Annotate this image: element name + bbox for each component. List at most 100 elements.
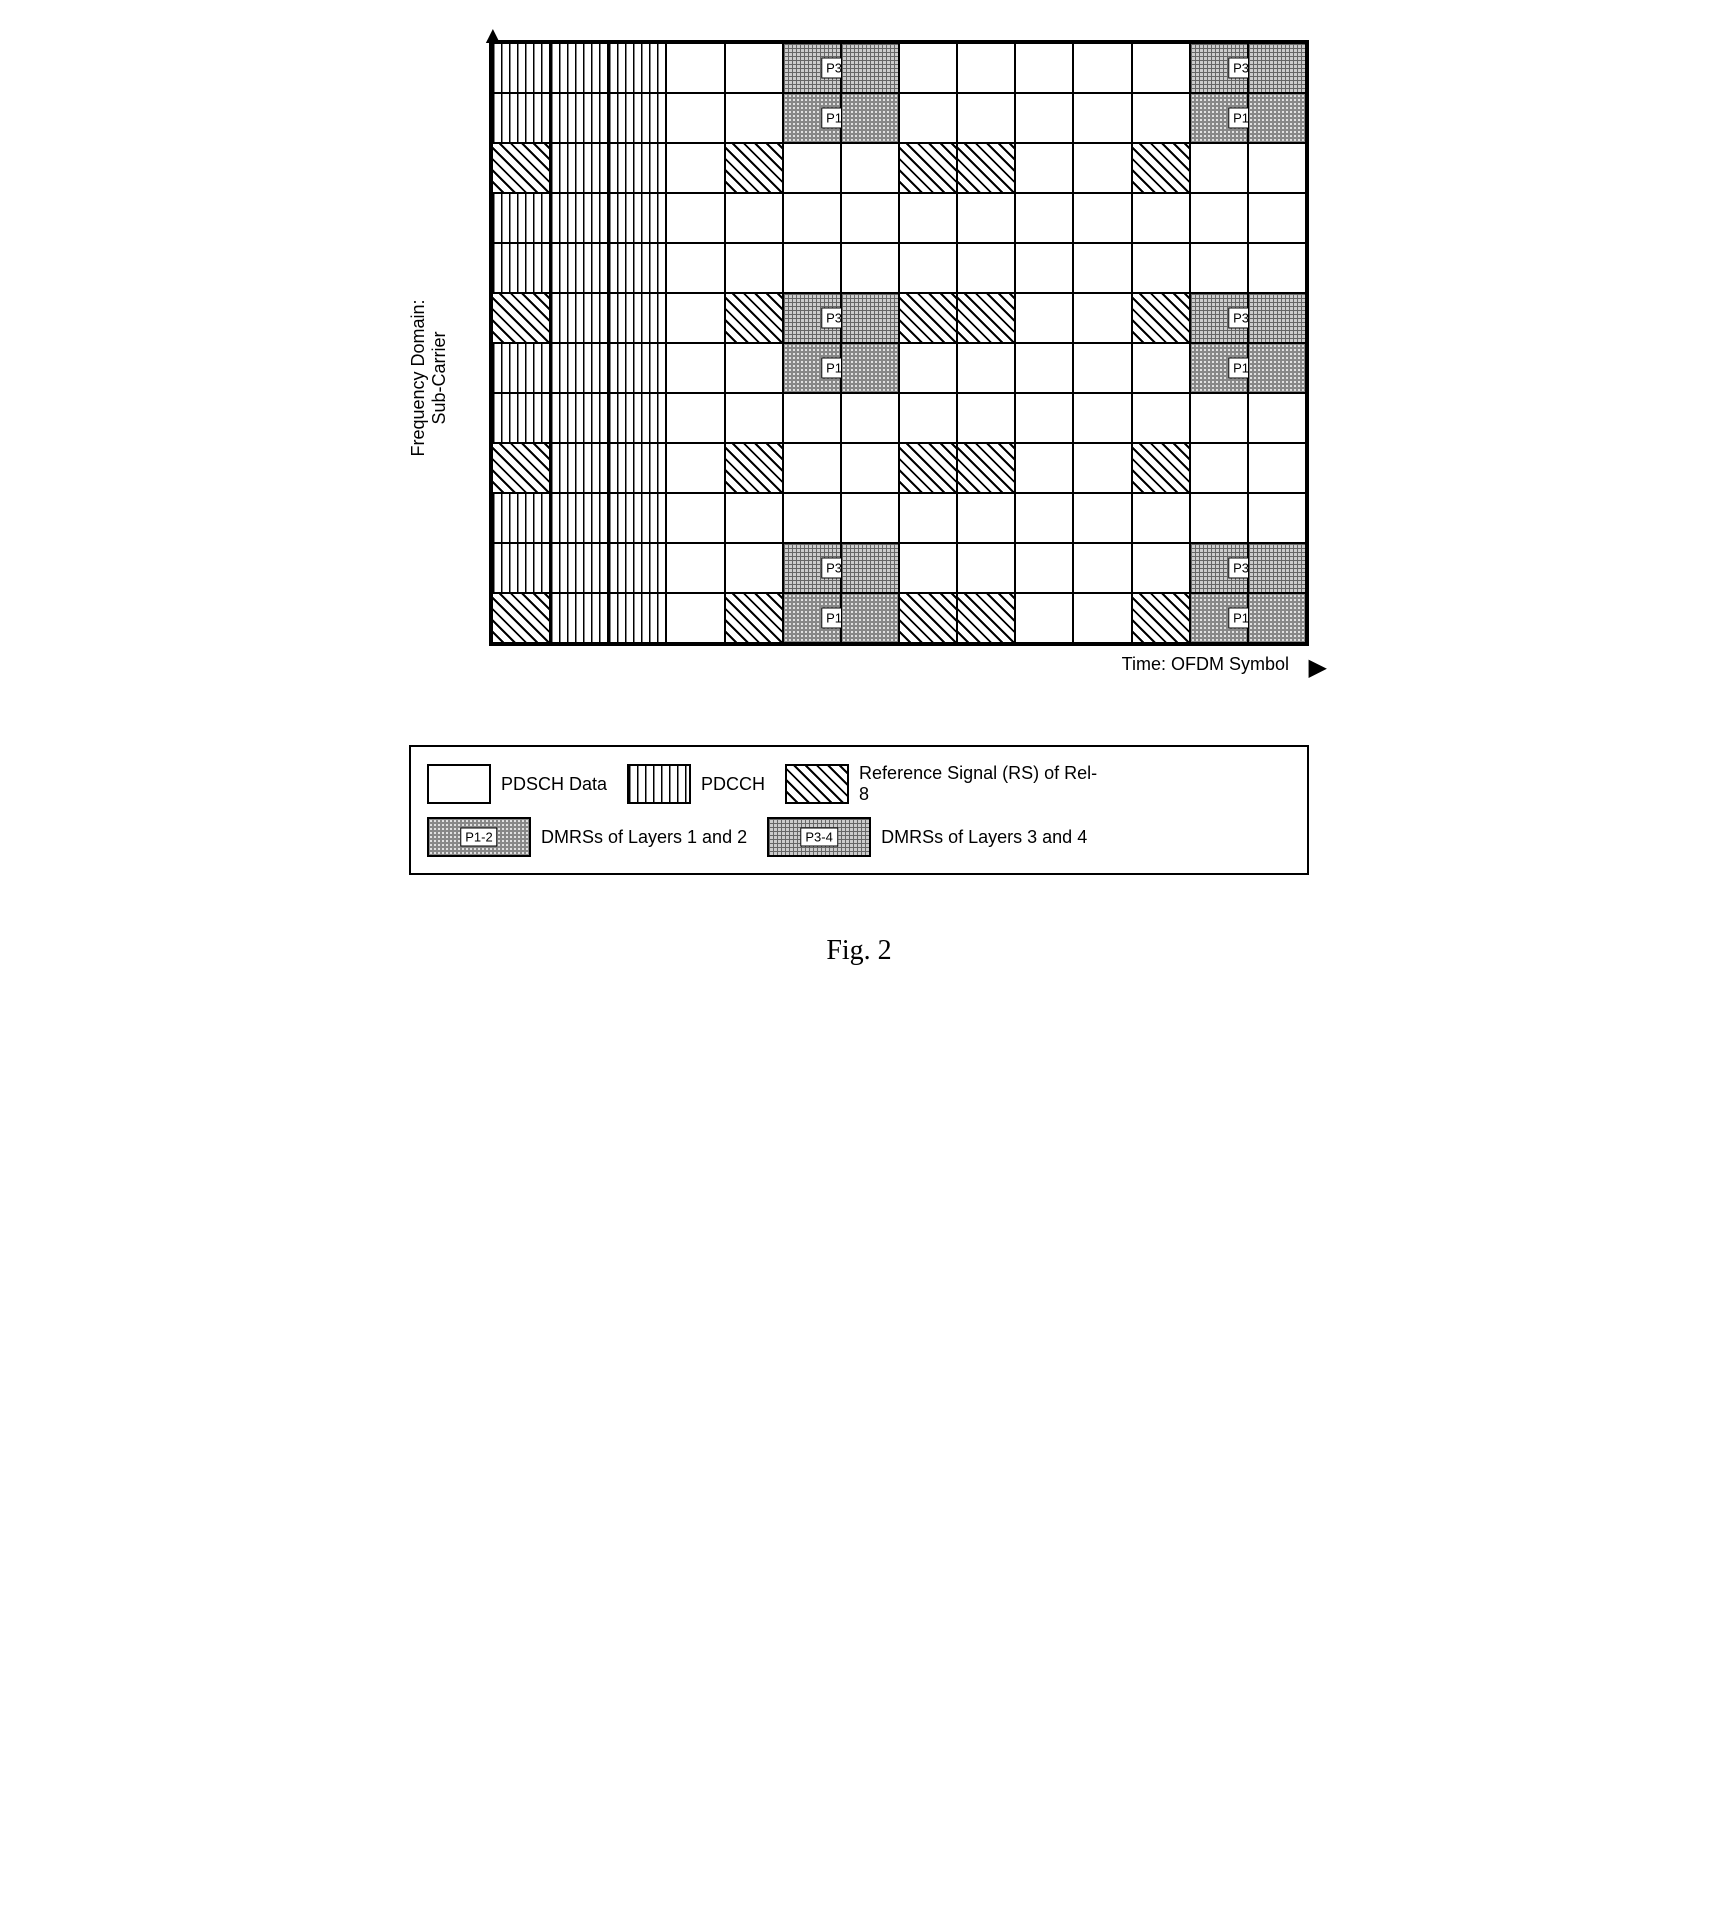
grid-cell (841, 543, 899, 593)
grid-cell (783, 443, 841, 493)
legend-row: PDSCH Data PDCCH Reference Signal (RS) o… (427, 763, 1291, 805)
grid-cell (666, 493, 724, 543)
grid-cell (1015, 243, 1073, 293)
grid-wrapper: P3-4P3-4P1-2P1-2P3-4P3-4P1-2P1-2P3-4P3-4… (489, 40, 1309, 646)
grid-cell (1015, 543, 1073, 593)
grid-cell (550, 143, 608, 193)
grid-cell (666, 93, 724, 143)
grid-cell (608, 193, 666, 243)
grid-cell (1073, 43, 1131, 93)
grid-cell (1190, 143, 1248, 193)
grid-cell (492, 393, 550, 443)
grid-cell (492, 493, 550, 543)
grid-cell (899, 193, 957, 243)
grid-cell (550, 243, 608, 293)
grid-cell (492, 193, 550, 243)
grid-cell (1190, 393, 1248, 443)
grid-cell (1015, 143, 1073, 193)
grid-cell (1132, 43, 1190, 93)
grid-cell (1073, 543, 1131, 593)
grid-cell (957, 93, 1015, 143)
grid-cell: P3-4 (1190, 543, 1248, 593)
grid-cell (1015, 93, 1073, 143)
grid-cell (957, 493, 1015, 543)
grid-cell (1015, 393, 1073, 443)
grid-cell (666, 293, 724, 343)
grid-cell: P1-2 (783, 593, 841, 643)
grid-cell (841, 93, 899, 143)
legend-item-pdcch: PDCCH (627, 764, 765, 804)
grid-cell (957, 43, 1015, 93)
grid-cell (725, 293, 783, 343)
grid-cell (1132, 243, 1190, 293)
grid-cell (1132, 543, 1190, 593)
grid-cell (783, 243, 841, 293)
grid-cell (1073, 193, 1131, 243)
grid-cell (725, 93, 783, 143)
grid-cell (550, 543, 608, 593)
legend-label: DMRSs of Layers 1 and 2 (541, 827, 747, 848)
grid-cell (783, 493, 841, 543)
grid-cell (1015, 293, 1073, 343)
grid-cell (1132, 143, 1190, 193)
grid-cell (725, 443, 783, 493)
grid-cell (492, 93, 550, 143)
legend: PDSCH Data PDCCH Reference Signal (RS) o… (409, 745, 1309, 875)
legend-swatch-p12: P1-2 (427, 817, 531, 857)
grid-cell (957, 143, 1015, 193)
y-axis-label: Frequency Domain: Sub-Carrier (408, 278, 450, 478)
grid-cell (1073, 443, 1131, 493)
legend-item-pdsch: PDSCH Data (427, 764, 607, 804)
grid-cell (550, 493, 608, 543)
grid-cell (899, 243, 957, 293)
grid-cell (1132, 593, 1190, 643)
legend-label: PDCCH (701, 774, 765, 795)
grid-cell (899, 343, 957, 393)
grid-cell (550, 343, 608, 393)
legend-item-p12: P1-2 DMRSs of Layers 1 and 2 (427, 817, 747, 857)
grid-cell (550, 293, 608, 343)
grid-cell (608, 493, 666, 543)
grid-cell (1132, 343, 1190, 393)
grid-cell (550, 593, 608, 643)
grid-cell (666, 243, 724, 293)
grid-cell (666, 143, 724, 193)
grid-cell (666, 43, 724, 93)
legend-label: PDSCH Data (501, 774, 607, 795)
grid-cell: P1-2 (783, 343, 841, 393)
grid-cell: P3-4 (783, 43, 841, 93)
grid-cell (783, 193, 841, 243)
grid-cell: P1-2 (1190, 593, 1248, 643)
grid-cell (1015, 43, 1073, 93)
grid-cell (1015, 193, 1073, 243)
grid-cell (841, 593, 899, 643)
chart-area: ▲ Frequency Domain: Sub-Carrier P3-4P3-4… (409, 40, 1309, 715)
grid-cell (725, 593, 783, 643)
grid-cell: P3-4 (783, 293, 841, 343)
grid-cell (1248, 143, 1306, 193)
grid-cell (1073, 143, 1131, 193)
legend-label: DMRSs of Layers 3 and 4 (881, 827, 1087, 848)
grid-cell (841, 43, 899, 93)
grid-cell (957, 543, 1015, 593)
grid-cell (1132, 443, 1190, 493)
grid-cell (841, 443, 899, 493)
grid-cell (1132, 93, 1190, 143)
grid-cell (1248, 593, 1306, 643)
grid-cell (492, 593, 550, 643)
grid-cell (608, 593, 666, 643)
grid-cell (1248, 543, 1306, 593)
grid-cell (550, 93, 608, 143)
grid-cell (492, 443, 550, 493)
grid-cell (492, 143, 550, 193)
grid-cell (608, 393, 666, 443)
grid-cell (957, 393, 1015, 443)
grid-cell (899, 443, 957, 493)
grid-cell (1248, 243, 1306, 293)
grid-cell: P3-4 (1190, 293, 1248, 343)
grid-cell (1073, 293, 1131, 343)
grid-cell (957, 293, 1015, 343)
grid-cell (1132, 493, 1190, 543)
swatch-label: P1-2 (460, 828, 497, 847)
grid-cell (492, 243, 550, 293)
